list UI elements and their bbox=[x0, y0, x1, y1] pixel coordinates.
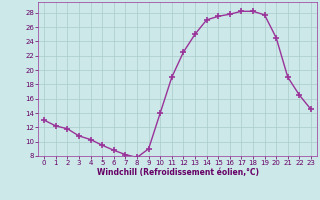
X-axis label: Windchill (Refroidissement éolien,°C): Windchill (Refroidissement éolien,°C) bbox=[97, 168, 259, 177]
